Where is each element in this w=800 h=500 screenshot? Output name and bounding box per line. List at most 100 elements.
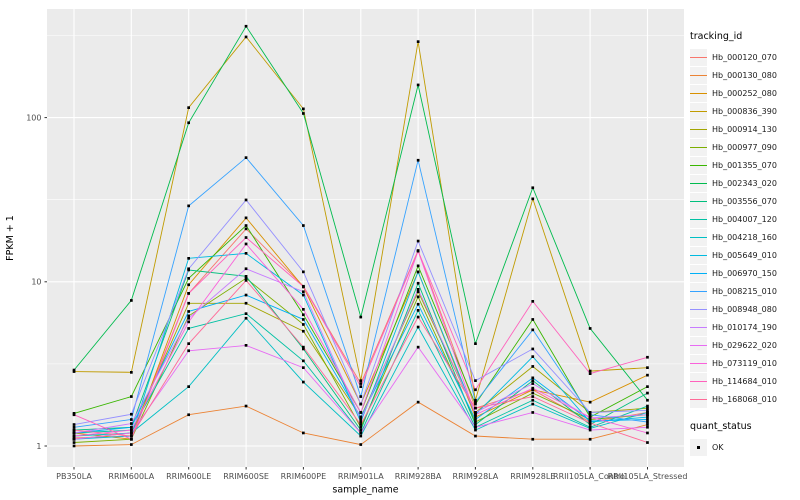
data-point — [302, 112, 305, 115]
data-point — [72, 368, 76, 372]
data-point — [187, 342, 190, 345]
legend-item: Hb_168068_010 — [690, 390, 800, 408]
legend-item: Hb_000836_390 — [690, 102, 800, 120]
x-tick-label: RRIM600PE — [281, 472, 327, 481]
data-point — [646, 425, 649, 429]
data-point — [130, 395, 133, 398]
legend-key-swatch — [690, 120, 707, 138]
y-axis-title: FPKM + 1 — [5, 215, 16, 261]
legend-item-label: Hb_000130_080 — [712, 70, 777, 80]
line-swatch-icon — [690, 74, 707, 76]
legend-item-label: Hb_073119_010 — [712, 358, 777, 368]
x-tick-label: RRIM600SE — [223, 472, 269, 481]
x-tick-label: RRIM901LA — [338, 472, 384, 481]
data-point — [359, 411, 363, 414]
data-point — [244, 293, 248, 297]
data-point — [588, 413, 592, 417]
data-point — [531, 318, 535, 321]
data-point — [359, 395, 363, 398]
x-axis-title: sample_name — [332, 485, 398, 496]
legend-item-label: Hb_005649_010 — [712, 250, 777, 260]
data-point — [646, 404, 649, 408]
data-point — [130, 418, 133, 421]
data-point — [359, 425, 363, 429]
data-point — [302, 224, 305, 227]
x-tick-label: RRIM600LA — [108, 472, 154, 481]
line-swatch-icon — [690, 218, 707, 220]
data-point — [588, 411, 592, 414]
line-swatch-icon — [690, 380, 707, 382]
legend-item: Hb_000120_070 — [690, 48, 800, 66]
data-point — [302, 293, 305, 297]
data-point — [531, 437, 535, 441]
data-point — [244, 344, 248, 347]
legend-item: Hb_010174_190 — [690, 318, 800, 336]
line-swatch-icon — [690, 344, 707, 346]
data-point — [474, 415, 477, 419]
data-point — [244, 316, 248, 320]
legend-item-ok: OK — [690, 438, 800, 456]
x-tick-label: PB350LA — [56, 472, 92, 481]
data-point — [72, 431, 76, 435]
line-swatch-icon — [690, 164, 707, 166]
data-point — [359, 428, 363, 432]
data-point — [187, 310, 190, 313]
legend-key-ok — [690, 438, 707, 456]
data-point — [302, 323, 305, 326]
data-point — [302, 107, 305, 111]
data-point — [646, 406, 649, 410]
data-point — [416, 309, 420, 312]
legend-item: Hb_006970_150 — [690, 264, 800, 282]
data-point — [416, 325, 420, 329]
legend-key-swatch — [690, 192, 707, 210]
data-point — [416, 270, 420, 274]
line-swatch-icon — [690, 200, 707, 202]
legend-item: Hb_005649_010 — [690, 246, 800, 264]
data-point — [646, 373, 649, 377]
legend-key-swatch — [690, 246, 707, 264]
line-swatch-icon — [690, 254, 707, 256]
data-point — [130, 299, 133, 302]
x-tick-label: RRIM928LA — [453, 472, 499, 481]
data-point — [130, 437, 133, 441]
data-point — [130, 371, 133, 374]
data-point — [416, 158, 420, 162]
data-point — [588, 428, 592, 432]
data-point — [588, 418, 592, 421]
data-point — [646, 398, 649, 402]
data-point — [244, 277, 248, 280]
line-swatch-icon — [690, 146, 707, 148]
data-point — [646, 411, 649, 414]
line-swatch-icon — [690, 110, 707, 112]
data-point — [302, 290, 305, 294]
data-point — [531, 355, 535, 358]
data-point — [130, 412, 133, 416]
legend-item-label: Hb_003556_070 — [712, 196, 777, 206]
data-point — [416, 290, 420, 294]
line-swatch-icon — [690, 290, 707, 292]
data-point — [130, 425, 133, 429]
data-point — [187, 204, 190, 208]
x-tick-label: RRII105LA_Control — [553, 472, 627, 481]
legend-item-label: Hb_000914_130 — [712, 124, 777, 134]
legend-item: Hb_004007_120 — [690, 210, 800, 228]
y-tick-label: 10 — [31, 278, 41, 287]
legend-item: Hb_008948_080 — [690, 300, 800, 318]
data-point — [187, 320, 190, 324]
legend-item-label: Hb_000836_390 — [712, 106, 777, 116]
data-point — [588, 419, 592, 423]
legend-key-swatch — [690, 228, 707, 246]
y-tick-label: 100 — [26, 113, 41, 122]
legend-item: Hb_000977_090 — [690, 138, 800, 156]
data-point — [416, 288, 420, 291]
data-point — [302, 345, 305, 349]
data-point — [359, 431, 363, 435]
data-point — [244, 216, 248, 220]
data-point — [531, 365, 535, 368]
line-swatch-icon — [690, 92, 707, 94]
data-point — [646, 355, 649, 359]
data-point — [244, 236, 248, 239]
data-point — [244, 227, 248, 231]
data-point — [646, 366, 649, 369]
